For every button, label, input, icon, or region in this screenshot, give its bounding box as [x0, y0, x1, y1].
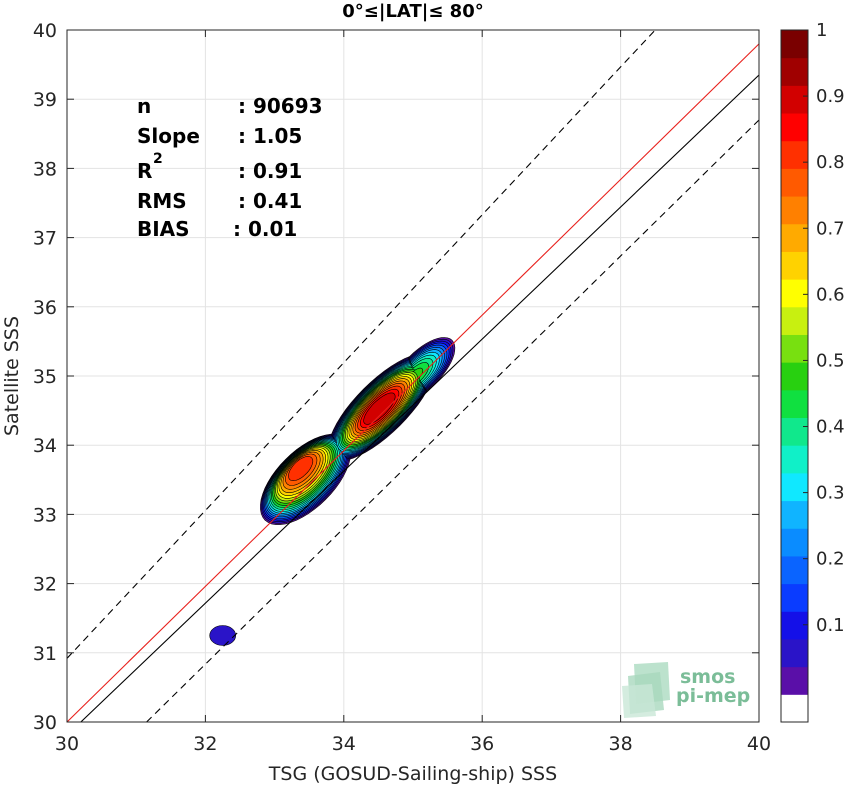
colorbar-band: [781, 611, 808, 640]
colorbar-band: [781, 389, 808, 419]
colorbar-tick-label: 0.4: [816, 417, 845, 438]
colorbar-frame: [780, 29, 809, 723]
colorbar-band: [781, 417, 808, 446]
colorbar-band: [781, 113, 808, 142]
colorbar-band: [781, 500, 808, 529]
contour-band: [209, 625, 236, 646]
y-tick-label: 31: [33, 643, 57, 665]
colorbar-band: [781, 57, 808, 86]
grid: [66, 29, 760, 723]
colorbar-band: [781, 279, 808, 308]
smos-logo-mark: [622, 662, 670, 718]
colorbar-tick-label: 1: [816, 20, 827, 41]
stats-box: n : 90693 Slope : 1.05 R 2 : 0.91 RMS : …: [137, 94, 323, 241]
y-tick-label: 32: [33, 574, 57, 596]
colorbar-tick-label: 0.8: [816, 152, 845, 173]
stat-n-label: n: [137, 94, 151, 118]
y-tick-label: 35: [33, 366, 57, 388]
y-tick-label: 38: [33, 158, 57, 180]
x-tick-label: 36: [470, 733, 494, 755]
colorbar-tick-label: 0.7: [816, 218, 845, 239]
y-ticks: 30 31 32 33 34 35 36 37 38 39 40: [33, 20, 759, 734]
colorbar-band: [781, 638, 808, 668]
stat-slope-value: : 1.05: [238, 124, 302, 148]
colorbar-band: [781, 528, 808, 557]
stat-rms-value: : 0.41: [238, 189, 302, 213]
logo-text-smos: smos: [680, 666, 735, 688]
colorbar-tick-label: 0.6: [816, 284, 845, 305]
smos-logo: smos pi-mep: [622, 662, 750, 718]
colorbar-band: [781, 306, 808, 335]
x-axis-label: TSG (GOSUD-Sailing-ship) SSS: [268, 763, 557, 785]
y-axis-label: Satellite SSS: [1, 316, 23, 436]
stat-r2-superscript: 2: [153, 151, 163, 167]
y-tick-label: 34: [33, 435, 57, 457]
colorbar-band: [781, 555, 808, 585]
chart-title: 0°≤|LAT|≤ 80°: [342, 1, 483, 22]
colorbar: 0.1 0.2 0.3 0.4 0.5 0.6 0.7 0.8 0.9 1: [780, 20, 845, 723]
x-tick-label: 38: [609, 733, 633, 755]
colorbar-band: [781, 140, 808, 169]
stat-rms-label: RMS: [137, 189, 187, 213]
stat-bias-label: BIAS: [137, 217, 190, 241]
contour-band: [363, 392, 396, 425]
colorbar-band: [781, 85, 808, 114]
x-tick-label: 40: [747, 733, 771, 755]
y-tick-label: 30: [33, 712, 57, 734]
logo-text-pimep: pi-mep: [676, 685, 750, 707]
colorbar-band: [781, 362, 808, 391]
stat-r2-value: : 0.91: [238, 159, 302, 183]
colorbar-band: [781, 666, 808, 695]
colorbar-tick-label: 0.2: [816, 549, 845, 570]
y-tick-label: 37: [33, 228, 57, 250]
line-one-to-one: [80, 74, 759, 722]
colorbar-band: [781, 334, 808, 363]
colorbar-band: [781, 168, 808, 197]
stat-r2-label: R: [137, 159, 152, 183]
x-tick-label: 30: [55, 733, 79, 755]
colorbar-band: [781, 251, 808, 280]
colorbar-tick-label: 0.1: [816, 615, 845, 636]
y-tick-label: 33: [33, 504, 57, 526]
stat-n-value: : 90693: [238, 94, 323, 118]
colorbar-band: [781, 583, 808, 612]
reference-lines: [67, 30, 759, 722]
y-tick-label: 36: [33, 297, 57, 319]
colorbar-band: [781, 196, 808, 225]
colorbar-band: [781, 694, 808, 723]
colorbar-tick-label: 0.5: [816, 350, 845, 371]
contour-band: [288, 456, 314, 481]
line-regression: [67, 43, 759, 722]
x-tick-label: 32: [193, 733, 217, 755]
colorbar-band: [781, 472, 808, 502]
density-contours: [209, 337, 456, 646]
colorbar-tick-label: 0.3: [816, 483, 845, 504]
y-tick-label: 40: [33, 20, 57, 42]
y-tick-label: 39: [33, 89, 57, 111]
stat-bias-value: : 0.01: [233, 217, 297, 241]
stat-slope-label: Slope: [137, 124, 200, 148]
x-tick-label: 34: [332, 733, 356, 755]
x-ticks: 30 32 34 36 38 40: [55, 30, 771, 755]
colorbar-tick-label: 0.9: [816, 86, 845, 107]
colorbar-band: [781, 30, 808, 59]
colorbar-band: [781, 445, 808, 474]
